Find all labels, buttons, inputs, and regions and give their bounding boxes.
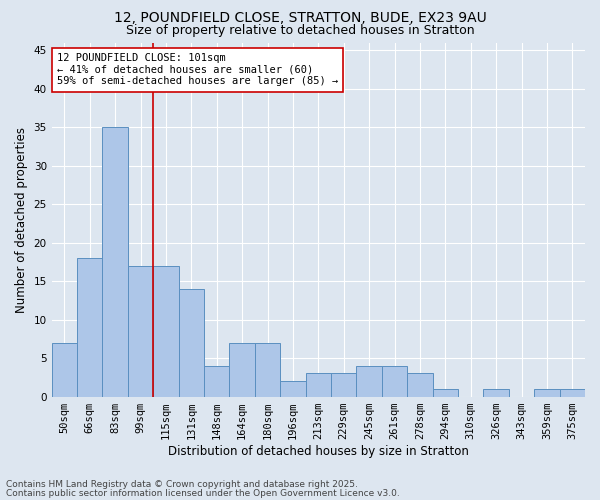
- Bar: [52, 342, 77, 396]
- Bar: [179, 289, 204, 397]
- Text: Contains HM Land Registry data © Crown copyright and database right 2025.: Contains HM Land Registry data © Crown c…: [6, 480, 358, 489]
- Bar: [77, 258, 103, 396]
- Bar: [128, 266, 153, 396]
- Text: Size of property relative to detached houses in Stratton: Size of property relative to detached ho…: [125, 24, 475, 37]
- X-axis label: Distribution of detached houses by size in Stratton: Distribution of detached houses by size …: [168, 444, 469, 458]
- Bar: [255, 342, 280, 396]
- Bar: [433, 389, 458, 396]
- Bar: [407, 374, 433, 396]
- Bar: [204, 366, 229, 396]
- Bar: [534, 389, 560, 396]
- Bar: [356, 366, 382, 396]
- Text: Contains public sector information licensed under the Open Government Licence v3: Contains public sector information licen…: [6, 488, 400, 498]
- Bar: [484, 389, 509, 396]
- Bar: [560, 389, 585, 396]
- Bar: [382, 366, 407, 396]
- Text: 12, POUNDFIELD CLOSE, STRATTON, BUDE, EX23 9AU: 12, POUNDFIELD CLOSE, STRATTON, BUDE, EX…: [113, 12, 487, 26]
- Y-axis label: Number of detached properties: Number of detached properties: [15, 126, 28, 312]
- Bar: [229, 342, 255, 396]
- Bar: [103, 127, 128, 396]
- Bar: [305, 374, 331, 396]
- Bar: [280, 381, 305, 396]
- Bar: [331, 374, 356, 396]
- Text: 12 POUNDFIELD CLOSE: 101sqm
← 41% of detached houses are smaller (60)
59% of sem: 12 POUNDFIELD CLOSE: 101sqm ← 41% of det…: [57, 53, 338, 86]
- Bar: [153, 266, 179, 396]
